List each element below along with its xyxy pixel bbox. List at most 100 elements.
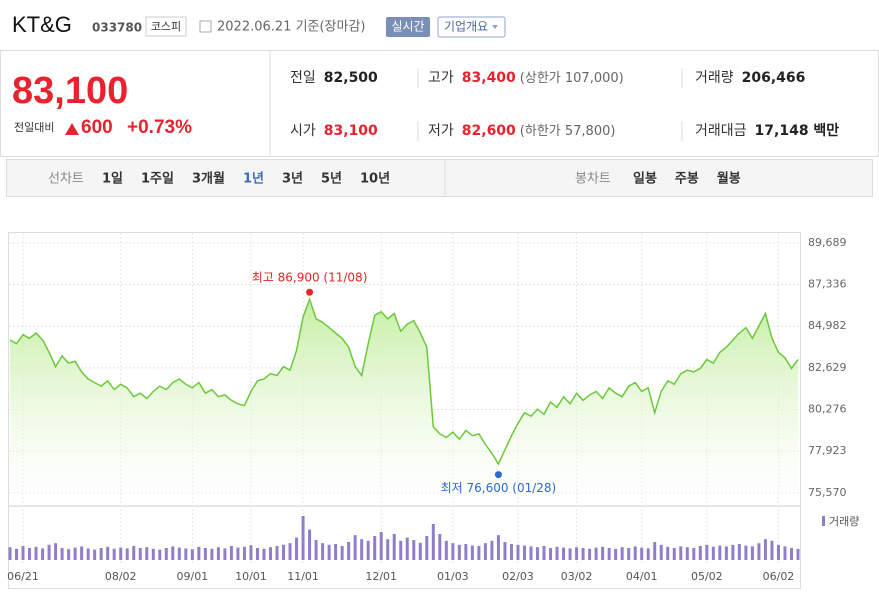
price-area [10,299,798,503]
volume-bar [711,546,715,560]
volume-bar [151,548,155,560]
volume-bar [737,544,741,560]
volume-bar [41,548,45,560]
candle-tab[interactable]: 월봉 [717,171,741,187]
volume-bar [516,544,520,560]
date: 2022.06.21 기준(장마감) [217,20,366,35]
stat-label: 전일 [290,70,316,86]
volume-bar [242,546,246,560]
stat: 전일 82,500 [290,70,378,86]
volume-bar [731,544,735,560]
company-info[interactable]: 기업개요 [444,20,488,34]
x-tick-label: 03/02 [561,570,593,583]
stat-value: 206,466 [742,70,806,86]
volume-bar [594,547,598,560]
x-tick-label: 08/02 [105,570,137,583]
y-tick-label: 89,689 [808,236,847,249]
volume-bar [744,545,748,560]
volume-bar [321,543,325,560]
change: 600 [81,117,113,138]
stat-label: 거래대금 [695,123,747,139]
volume-bar [223,548,227,560]
period-tab[interactable]: 5년 [321,172,342,187]
volume-bar [99,548,103,560]
volume-bar [73,547,77,560]
volume-bar [692,548,696,560]
price-line [9,297,799,466]
volume-bar [542,546,546,560]
info-button[interactable] [437,16,506,38]
period-tab[interactable]: 10년 [360,172,390,187]
x-tick-label: 04/01 [626,570,658,583]
x-tick-label: 05/02 [691,570,723,583]
volume-bar [275,546,279,560]
volume-bar [490,540,494,560]
volume-bar [640,547,644,560]
volume-bar [379,532,383,560]
volume-bar [549,548,553,560]
volume-bar [47,544,51,560]
volume-bar [21,546,25,560]
volume-bar [522,545,526,560]
stat-note: (상한가 107,000) [520,71,624,86]
volume-bar [145,547,149,560]
volume-bar [15,548,19,560]
volume-bar [262,548,266,560]
volume-bar [457,544,461,560]
period-tab[interactable]: 1년 [243,172,264,187]
candle-tab[interactable]: 주봉 [675,172,699,187]
period-tab[interactable]: 1일 [102,172,123,187]
volume-bar [197,546,201,560]
volume-bar [216,547,220,560]
volume-bar [340,546,344,560]
volume-bar [360,539,364,560]
period-tab[interactable]: 3년 [282,172,303,187]
volume-bar [679,546,683,560]
up-arrow [65,123,79,135]
chart-frame [8,232,801,589]
y-tick-label: 82,629 [808,361,847,374]
volume-bar [451,543,455,560]
candle-tab[interactable]: 일봉 [633,172,657,187]
volume-bar [620,547,624,560]
volume-bar [190,549,194,560]
volume-bar [347,542,351,560]
x-tick-label: 06/02 [763,570,795,583]
volume-bar [177,547,181,560]
volume-bar [659,544,663,560]
realtime-button[interactable] [386,17,430,37]
volume-bar [295,537,299,560]
volume-bar [353,535,357,560]
volume-bar [750,546,754,560]
candle-chart-label: 봉차트 [575,172,611,187]
period-tab[interactable]: 3개월 [192,171,225,187]
stat-label: 거래량 [695,70,734,86]
volume-bar [308,529,312,560]
volume-bar [666,546,670,560]
realtime[interactable]: 실시간 [391,20,424,34]
quote-box [0,50,879,157]
volume-bar [132,546,136,560]
volume-bar [562,547,566,560]
volume-bar [705,544,709,560]
volume-bar [184,548,188,560]
x-tick-label: 10/01 [235,570,267,583]
volume-bar [412,540,416,560]
volume-bar [763,539,767,560]
y-tick-label: 80,276 [808,403,847,416]
volume-bar [503,542,507,560]
volume-bar [125,548,129,560]
volume-bar [653,542,657,560]
volume-bar [425,536,429,560]
period-tab[interactable]: 1주일 [141,172,174,187]
volume-bar [80,546,84,560]
market: 코스피 [151,20,181,33]
volume-bar [601,546,605,560]
volume-bar [282,544,286,560]
volume-legend: 거래량 [829,515,859,528]
volume-bar [672,548,676,560]
volume-bar [724,546,728,560]
volume-bar [67,549,71,560]
volume-bar [327,544,331,560]
volume-bar [171,546,175,560]
